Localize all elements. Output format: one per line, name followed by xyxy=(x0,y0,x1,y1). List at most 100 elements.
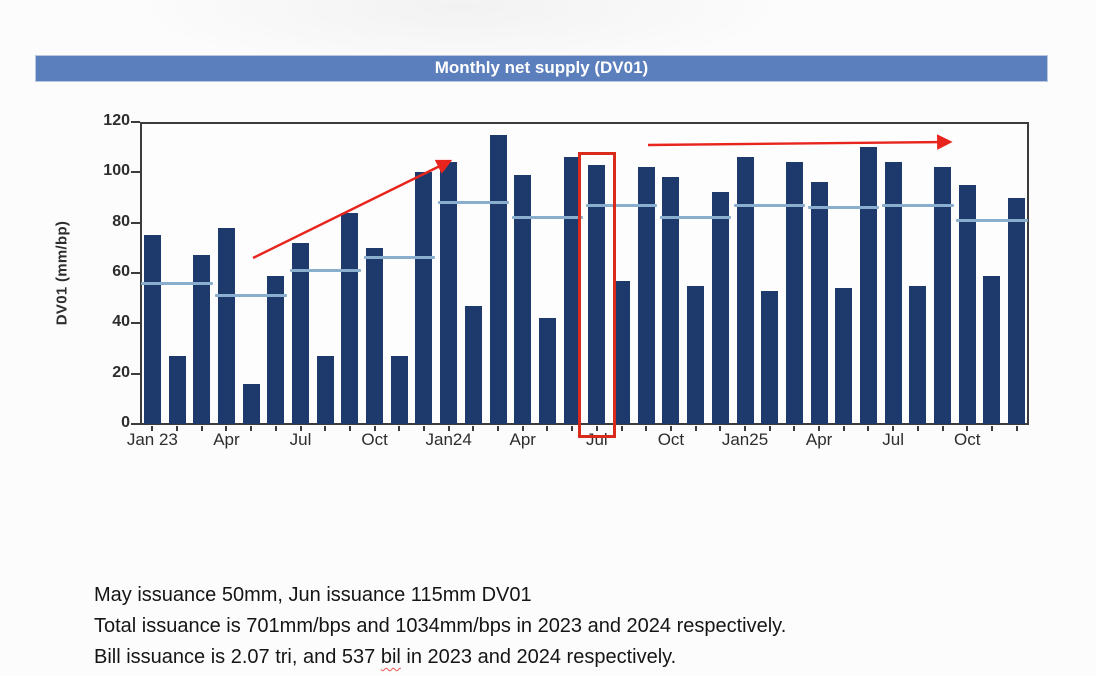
bar-aug-23 xyxy=(316,356,334,424)
bar-jul-25 xyxy=(884,162,902,424)
x-axis-tick xyxy=(324,426,327,431)
bar-oct-25 xyxy=(958,184,976,424)
note-line-2: Total issuance is 701mm/bps and 1034mm/b… xyxy=(94,615,787,637)
quarter-average-dash-q3 xyxy=(289,268,361,272)
x-axis-tick xyxy=(620,426,623,431)
x-axis-tick xyxy=(966,426,969,431)
bar-dec-23 xyxy=(415,172,433,424)
y-tick-label: 80 xyxy=(112,212,130,230)
note-line-3-prefix: Bill issuance is 2.07 tri, and 537 xyxy=(94,646,381,668)
x-tick-label: Oct xyxy=(954,430,981,449)
quarter-average-dash-q10 xyxy=(808,206,880,210)
bar-sep-24 xyxy=(637,167,655,424)
x-axis-tick xyxy=(398,426,401,431)
bar-nov-25 xyxy=(983,275,1001,424)
x-axis-tick xyxy=(250,426,253,431)
quarter-average-dash-q8 xyxy=(659,216,732,220)
quarter-average-dash-q5 xyxy=(437,201,510,205)
bar-jan-25 xyxy=(736,157,754,424)
bar-feb-25 xyxy=(761,290,779,424)
x-axis-tick xyxy=(274,426,277,431)
x-axis-tick xyxy=(694,426,697,431)
x-axis-tick xyxy=(892,426,895,431)
x-axis-tick xyxy=(768,426,771,431)
bar-jul-23 xyxy=(292,242,309,424)
x-axis-tick xyxy=(571,426,574,431)
x-tick-label: Jul xyxy=(289,430,312,449)
y-axis-tick xyxy=(131,372,140,375)
quarter-average-dash-q1 xyxy=(141,281,213,285)
x-axis-tick xyxy=(176,426,179,431)
x-axis-tick xyxy=(719,426,722,431)
bar-apr-24 xyxy=(514,174,532,424)
x-axis-tick xyxy=(793,426,796,431)
x-tick-label: Jul xyxy=(882,430,905,449)
x-tick-label: Apr xyxy=(509,430,536,449)
misspelled-word: bil xyxy=(380,646,401,668)
bar-feb-23 xyxy=(168,356,186,424)
y-axis-tick xyxy=(131,322,140,325)
x-axis-tick xyxy=(744,426,746,431)
note-line-3: Bill issuance is 2.07 tri, and 537 bil i… xyxy=(94,642,786,673)
x-axis-tick xyxy=(867,426,870,431)
y-tick-label: 60 xyxy=(112,263,130,280)
y-axis-tick xyxy=(131,171,140,174)
chart-title: Monthly net supply (DV01) xyxy=(434,58,649,77)
x-axis-tick xyxy=(818,426,821,431)
quarter-average-dash-q2 xyxy=(215,294,287,298)
bar-jul-24 xyxy=(588,164,606,424)
x-axis-tick xyxy=(447,426,450,431)
quarter-average-dash-q11 xyxy=(882,203,954,207)
note-line-3-suffix: in 2023 and 2024 respectively. xyxy=(400,646,677,668)
y-tick-label: 40 xyxy=(112,313,130,331)
chart-title-bar: Monthly net supply (DV01) xyxy=(35,55,1048,82)
quarter-average-dash-q6 xyxy=(511,216,584,220)
y-tick-label: 100 xyxy=(103,162,130,180)
x-tick-label: Jan25 xyxy=(721,430,769,449)
y-tick-label: 0 xyxy=(121,414,130,431)
x-axis-tick xyxy=(225,426,228,431)
x-axis-tick xyxy=(669,426,672,431)
bar-dec-25 xyxy=(1008,197,1026,424)
bar-sep-23 xyxy=(341,212,359,424)
x-axis-tick xyxy=(521,426,524,431)
bar-nov-24 xyxy=(687,285,705,424)
quarter-average-dash-q9 xyxy=(734,203,806,207)
bar-feb-24 xyxy=(464,305,482,424)
y-axis-tick xyxy=(131,272,140,274)
x-tick-label: Oct xyxy=(361,430,388,449)
bar-apr-23 xyxy=(217,227,235,424)
highlight-box-jul24 xyxy=(578,152,616,438)
x-axis-tick xyxy=(348,426,351,431)
x-tick-label: Apr xyxy=(805,430,833,449)
bar-mar-24 xyxy=(489,134,507,424)
x-axis-tick xyxy=(941,426,944,431)
bar-may-23 xyxy=(242,383,260,424)
x-axis-tick xyxy=(151,426,154,431)
bar-mar-23 xyxy=(193,255,211,424)
x-axis-tick xyxy=(595,426,598,431)
x-axis-tick xyxy=(422,426,425,431)
quarter-average-dash-q4 xyxy=(363,256,435,260)
x-axis-tick xyxy=(546,426,549,431)
bar-jun-24 xyxy=(563,157,581,424)
bar-jan-23 xyxy=(143,235,161,424)
note-line-1: May issuance 50mm, Jun issuance 115mm DV… xyxy=(94,584,532,606)
y-axis-tick xyxy=(131,221,140,224)
bar-oct-24 xyxy=(662,177,680,424)
bar-jun-23 xyxy=(267,275,285,424)
quarter-average-dash-q7 xyxy=(585,203,658,207)
y-axis-title: DV01 (mm/bp) xyxy=(53,220,71,326)
bar-aug-24 xyxy=(613,280,631,424)
bar-apr-25 xyxy=(810,182,828,424)
x-axis-tick xyxy=(472,426,475,431)
y-axis-tick xyxy=(131,423,140,425)
bar-may-25 xyxy=(835,288,853,424)
notes-text: May issuance 50mm, Jun issuance 115mm DV… xyxy=(94,580,786,673)
x-axis-tick xyxy=(990,426,993,431)
x-axis-tick xyxy=(916,426,919,431)
bar-mar-25 xyxy=(785,162,803,424)
x-tick-label: Jan 23 xyxy=(126,430,178,449)
bar-nov-23 xyxy=(390,356,408,424)
